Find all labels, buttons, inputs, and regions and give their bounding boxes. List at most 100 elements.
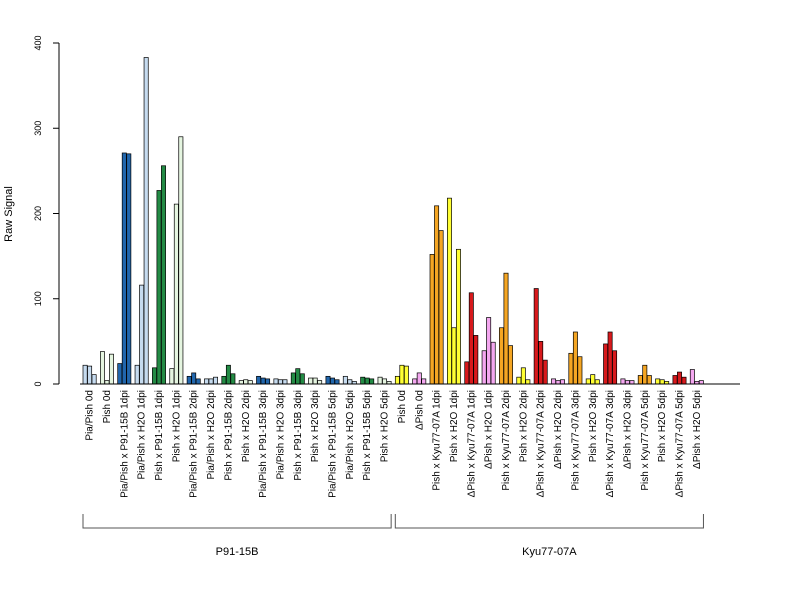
bar xyxy=(342,375,348,385)
x-tick-label: Pish x P91-15B 5dpi xyxy=(362,390,373,481)
x-tick-label: Pish x H2O 2dpi xyxy=(241,390,252,462)
x-tick-label: ΔPish x Kyu77-07A 2dpi xyxy=(536,390,547,497)
bar xyxy=(659,379,665,385)
bar xyxy=(213,376,218,385)
x-tick-label: Pish x Kyu77-07A 2dpi xyxy=(501,390,512,491)
bar xyxy=(642,364,648,385)
bar xyxy=(308,377,314,385)
x-tick-label: Pia/Pish x P91-15B 3dpi xyxy=(258,390,269,498)
bar xyxy=(312,377,318,385)
bar xyxy=(603,343,609,385)
x-tick-label: Pish x H2O 3dpi xyxy=(310,390,321,462)
x-tick-label: Pish 0d xyxy=(397,390,408,423)
x-tick-label: ΔPish x Kyu77-07A 1dpi xyxy=(466,390,477,497)
bar xyxy=(161,165,166,385)
bar xyxy=(421,378,427,385)
x-tick-label: Pish x P91-15B 1dpi xyxy=(154,390,165,481)
bar xyxy=(364,377,370,385)
bar xyxy=(330,377,335,385)
bar xyxy=(195,378,201,385)
x-tick-label: Pish x Kyu77-07A 5dpi xyxy=(640,390,651,491)
bar xyxy=(360,376,366,385)
bar xyxy=(508,345,513,385)
bar xyxy=(572,331,578,385)
section-label: Kyu77-07A xyxy=(522,546,577,558)
x-tick-label: ΔPish x Kyu77-07A 3dpi xyxy=(605,390,616,497)
bar xyxy=(416,372,422,385)
bar xyxy=(382,378,388,385)
x-tick-label: ΔPish x H2O 3dpi xyxy=(622,390,633,469)
bar xyxy=(173,203,179,385)
bar xyxy=(238,380,244,385)
bar xyxy=(473,335,479,385)
x-tick-label: Pia/Pish x H2O 1dpi xyxy=(137,390,148,480)
bar xyxy=(299,373,305,385)
x-tick-label: ΔPish x H2O 1dpi xyxy=(484,390,495,469)
section-brackets: P91-15B Kyu77-07A xyxy=(82,514,704,558)
x-tick-label: Pia/Pish 0d xyxy=(85,390,96,441)
bar xyxy=(612,350,618,385)
x-tick-label: Pish x H2O 2dpi xyxy=(518,390,529,462)
bar xyxy=(525,379,531,385)
bar xyxy=(191,372,197,385)
bar xyxy=(273,378,279,385)
bar xyxy=(681,376,687,385)
bar xyxy=(590,374,596,385)
bar xyxy=(403,365,409,385)
bar xyxy=(265,378,271,385)
y-axis-label: Raw Signal xyxy=(3,186,15,242)
x-tick-label: Pish x H2O 5dpi xyxy=(657,390,668,462)
bar xyxy=(447,197,452,385)
bar xyxy=(568,352,574,385)
bar xyxy=(520,367,526,385)
bar xyxy=(677,371,682,385)
bar xyxy=(108,353,114,385)
bar xyxy=(82,364,88,385)
bar xyxy=(325,375,331,385)
x-tick-label: Pia/Pish x P91-15B 1dpi xyxy=(119,390,130,498)
bar xyxy=(121,152,127,385)
x-tick-label: Pia/Pish x H2O 5dpi xyxy=(345,390,356,480)
bar xyxy=(646,375,652,385)
bar xyxy=(99,351,105,385)
bar xyxy=(260,377,266,385)
bar xyxy=(278,379,283,385)
bar xyxy=(503,272,509,385)
bar xyxy=(451,327,457,385)
bar xyxy=(577,356,583,385)
bar xyxy=(295,368,301,385)
bar xyxy=(429,254,435,385)
bar xyxy=(481,350,487,385)
bar xyxy=(204,378,209,385)
bar xyxy=(178,136,184,385)
x-tick-label: ΔPish x H2O 5dpi xyxy=(692,390,703,469)
bar xyxy=(698,380,704,385)
x-tick-label: Pish x H2O 5dpi xyxy=(380,390,391,462)
bar xyxy=(486,317,492,385)
x-tick-label: Pish x H2O 1dpi xyxy=(449,390,460,462)
bar xyxy=(655,378,661,385)
bar xyxy=(689,369,695,385)
x-tick-label: Pish x Kyu77-07A 1dpi xyxy=(432,390,443,491)
y-tick-label: 100 xyxy=(33,291,43,306)
bar xyxy=(516,376,522,385)
bar xyxy=(230,373,236,385)
bar xyxy=(399,364,405,385)
bar xyxy=(464,361,470,385)
x-tick-label: Pish 0d xyxy=(102,390,113,423)
bar xyxy=(538,341,544,385)
bar xyxy=(152,367,157,385)
bar xyxy=(256,375,262,385)
bar xyxy=(139,284,145,385)
bar xyxy=(468,292,474,385)
y-tick-label: 300 xyxy=(33,121,43,136)
x-tick-label: Pia/Pish x H2O 2dpi xyxy=(206,390,217,480)
bar xyxy=(672,375,678,385)
bar xyxy=(637,375,643,385)
x-labels-layer: Pia/Pish 0d Pish 0d Pia/Pish x P91-15B 1dp… xyxy=(85,390,703,498)
bar xyxy=(620,378,626,385)
bar xyxy=(334,379,340,385)
bar xyxy=(290,372,296,385)
x-tick-label: Pish x Kyu77-07A 3dpi xyxy=(570,390,581,491)
